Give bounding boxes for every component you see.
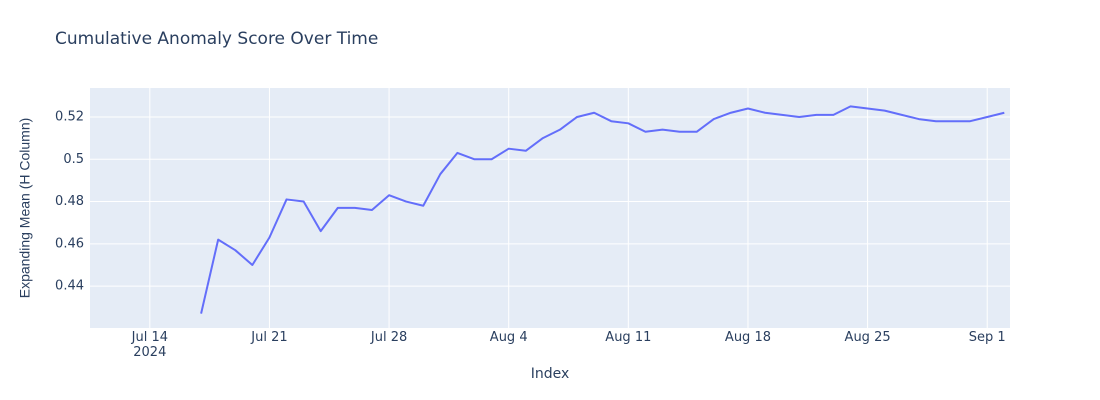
y-tick-label: 0.52 — [55, 109, 84, 124]
x-tick-label: Jul 14 2024 — [131, 330, 168, 360]
x-tick-label: Jul 21 — [250, 330, 287, 345]
y-tick-label: 0.44 — [55, 279, 84, 294]
x-tick-label: Jul 28 — [370, 330, 407, 345]
y-axis-title: Expanding Mean (H Column) — [17, 118, 33, 299]
x-tick-label: Sep 1 — [969, 330, 1006, 345]
plot-area — [90, 88, 1010, 328]
x-tick-label: Aug 11 — [605, 330, 651, 345]
data-line — [200, 105, 1005, 314]
x-axis-title: Index — [531, 366, 570, 382]
x-tick-label: Aug 25 — [845, 330, 891, 345]
y-tick-label: 0.5 — [63, 152, 84, 167]
chart-title: Cumulative Anomaly Score Over Time — [55, 29, 378, 49]
x-tick-label: Aug 18 — [725, 330, 771, 345]
x-tick-label: Aug 4 — [490, 330, 528, 345]
y-tick-label: 0.48 — [55, 194, 84, 209]
y-tick-label: 0.46 — [55, 236, 84, 251]
